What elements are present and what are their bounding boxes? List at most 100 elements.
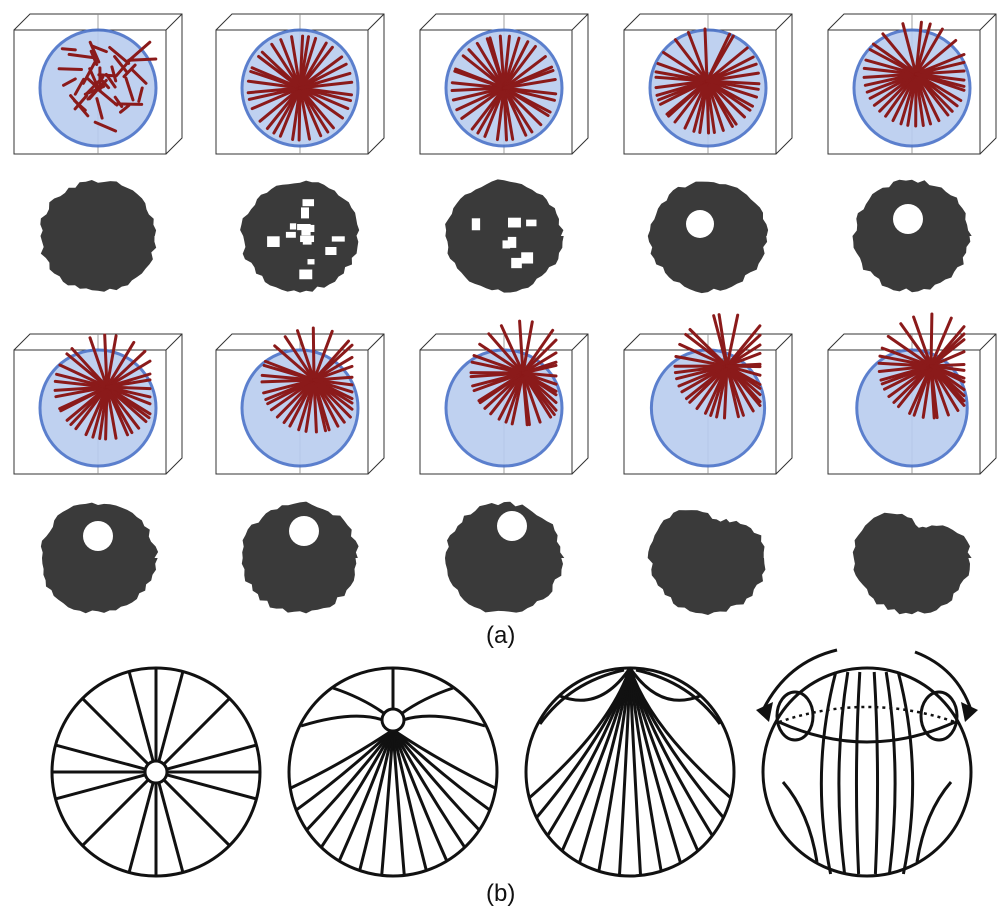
fiber: [67, 52, 97, 60]
director-line: [819, 671, 838, 875]
fiber: [69, 94, 90, 118]
director-line: [391, 729, 481, 832]
fiber: [273, 344, 316, 382]
fiber: [263, 359, 316, 382]
render-3d-panel: [827, 312, 997, 475]
void-region: [302, 199, 315, 207]
fiber: [914, 72, 966, 88]
fiber: [704, 364, 729, 415]
fiber: [55, 372, 109, 389]
arrowhead-right: [961, 702, 978, 722]
director-line: [391, 729, 428, 871]
director-line: [559, 667, 632, 702]
render-3d-panel: [623, 13, 793, 155]
fiber: [122, 63, 137, 79]
fiber: [665, 79, 709, 116]
fiber: [705, 79, 734, 128]
fiber: [105, 385, 148, 423]
fiber: [258, 86, 302, 123]
boojum-left: [775, 690, 815, 742]
director-line: [872, 671, 880, 875]
fiber: [912, 315, 933, 368]
droplet-silhouette: [647, 510, 766, 615]
fiber: [105, 385, 152, 399]
void-region: [267, 236, 280, 247]
fiber: [725, 364, 762, 377]
render-3d-panel: [13, 13, 183, 155]
fiber: [250, 86, 302, 111]
fiber: [312, 364, 354, 382]
defect-hole: [83, 521, 113, 551]
fiber: [678, 342, 729, 368]
fiber: [105, 334, 118, 389]
director-line: [289, 728, 394, 790]
director-line: [896, 671, 915, 875]
fiber: [70, 347, 109, 389]
cross-section-panel: [852, 512, 972, 615]
fiber: [58, 363, 109, 389]
surface-defect-point: [623, 668, 637, 682]
fiber: [914, 72, 950, 117]
void-region: [511, 257, 522, 269]
director-line: [635, 668, 722, 725]
fiber: [683, 79, 709, 130]
fiber: [312, 378, 354, 394]
droplet-silhouette: [852, 179, 972, 293]
fiber: [298, 86, 350, 110]
cross-section-panel: [445, 501, 565, 613]
director-line: [358, 729, 395, 871]
void-region: [526, 219, 537, 227]
fiber: [502, 86, 528, 137]
fiber: [908, 364, 933, 415]
void-region: [507, 236, 517, 248]
cross-section-panel: [445, 179, 564, 293]
fiber: [298, 86, 311, 141]
fiber: [488, 36, 506, 90]
defect-hole: [497, 511, 527, 541]
fiber: [705, 71, 760, 83]
fiber: [521, 371, 542, 424]
director-line: [127, 782, 155, 873]
void-region: [297, 224, 311, 231]
fiber: [725, 364, 755, 413]
fiber: [312, 343, 354, 382]
box-edge: [571, 333, 589, 351]
fiber: [298, 86, 323, 138]
fiber: [521, 371, 558, 386]
fiber: [899, 322, 933, 368]
fiber: [103, 333, 109, 389]
fiber: [470, 86, 506, 131]
droplet-silhouette: [40, 180, 157, 292]
fiber: [81, 61, 97, 85]
director-line: [166, 773, 257, 801]
render-3d-panel: [215, 326, 385, 475]
box-edge: [165, 333, 183, 351]
panel-b: [50, 648, 978, 878]
director-line: [337, 729, 395, 862]
fiber: [291, 86, 302, 141]
fiber: [475, 41, 506, 90]
box-edge: [775, 13, 793, 31]
fiber: [502, 36, 521, 90]
director-line: [162, 697, 231, 766]
fiber: [498, 34, 506, 90]
droplet-silhouette: [647, 181, 769, 294]
fiber: [265, 86, 302, 130]
fiber: [262, 378, 316, 395]
fiber: [654, 79, 709, 90]
director-line: [628, 667, 701, 702]
fiber: [502, 86, 508, 142]
fiber: [521, 338, 558, 375]
fiber: [246, 86, 302, 95]
equator-back: [778, 705, 956, 724]
fiber: [929, 364, 960, 412]
fiber: [298, 71, 352, 90]
fiber: [725, 313, 740, 368]
cross-section-panel: [40, 502, 159, 614]
box-edge: [775, 333, 793, 351]
boojum-right: [919, 690, 959, 742]
fiber: [297, 378, 316, 432]
director-line: [81, 697, 150, 766]
director-line: [400, 686, 454, 716]
